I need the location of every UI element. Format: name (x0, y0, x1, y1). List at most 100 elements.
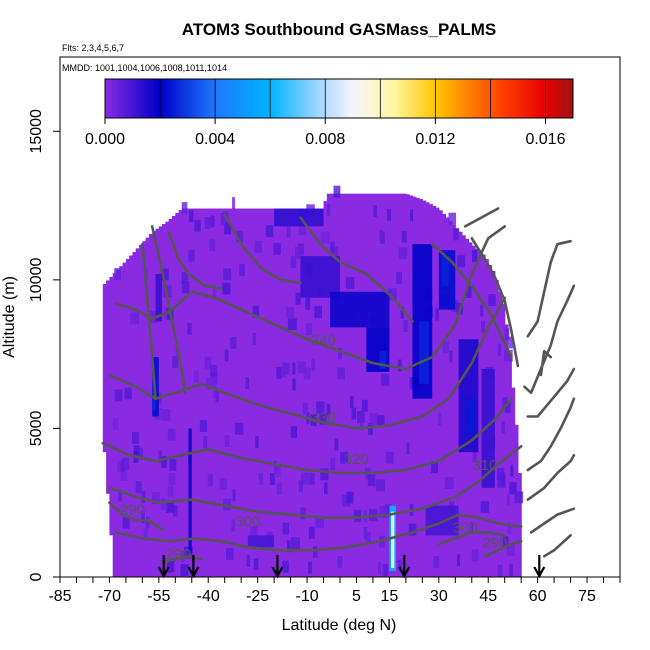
colorbar-segment (390, 79, 394, 118)
heatmap-cell (312, 545, 318, 558)
heatmap-cell (481, 320, 485, 333)
heatmap-cell (276, 366, 282, 379)
heatmap-cell (399, 193, 404, 577)
colorbar-tick-label: 0.004 (195, 131, 235, 148)
theta-contour-line (108, 501, 164, 531)
colorbar-segment (114, 79, 118, 118)
colorbar-segment (116, 79, 120, 118)
colorbar-segment (299, 79, 303, 118)
colorbar-segment (196, 79, 200, 118)
colorbar-segment (254, 79, 258, 118)
heatmap-cell (210, 215, 215, 228)
heatmap-cell (226, 547, 234, 560)
colorbar-segment (292, 79, 296, 118)
colorbar-segment (203, 79, 207, 118)
flight-arrow-head (533, 566, 546, 579)
y-tick-label: 5000 (28, 411, 45, 447)
heatmap-cell (333, 185, 341, 198)
heatmap-cell (292, 378, 296, 391)
heatmap-cell (295, 292, 301, 305)
heatmap-cell (330, 241, 335, 254)
colorbar-segment (406, 79, 410, 118)
colorbar-segment (186, 79, 190, 118)
heatmap-cell (158, 450, 162, 463)
colorbar-segment (374, 79, 377, 118)
heatmap-cell (392, 193, 397, 577)
colorbar-segment (247, 79, 251, 118)
heatmap-cell (118, 489, 122, 502)
heatmap-cell (239, 264, 246, 276)
heatmap-cell (208, 208, 213, 577)
heatmap-enhancement (330, 291, 390, 328)
heatmap-cell (400, 306, 404, 319)
colorbar-segment (250, 79, 253, 118)
heatmap-cell (119, 266, 124, 577)
heatmap-cell (292, 362, 296, 375)
theta-contour-line (167, 231, 223, 291)
heatmap-cell (286, 225, 291, 238)
colorbar-segment (163, 79, 167, 118)
colorbar-segment (327, 79, 331, 118)
heatmap-cell (120, 468, 128, 481)
colorbar-segment (151, 79, 155, 118)
heatmap-cell (502, 536, 509, 549)
heatmap-cell (175, 348, 180, 360)
heatmap-cell (305, 323, 312, 336)
colorbar-segment (133, 79, 136, 118)
heatmap-cell (203, 436, 208, 448)
heatmap-cell (385, 451, 394, 464)
colorbar-segment (301, 79, 305, 118)
colorbar-segment (544, 79, 548, 118)
heatmap-cell (112, 418, 119, 430)
heatmap-cell (386, 208, 392, 221)
colorbar-segment (147, 79, 150, 118)
heatmap-cell (102, 284, 107, 453)
heatmap-cell (510, 464, 514, 477)
colorbar-segment (416, 79, 420, 118)
x-tick-label: 75 (578, 588, 596, 605)
heatmap-cell (287, 208, 292, 577)
heatmap-cell (280, 208, 285, 577)
heatmap-cell (431, 461, 439, 474)
colorbar-segment (491, 79, 494, 118)
chart-title: ATOM3 Southbound GASMass_PALMS (182, 20, 497, 39)
colorbar-segment (537, 79, 541, 118)
colorbar-segment (502, 79, 506, 118)
heatmap-cell (224, 349, 229, 362)
heatmap-cell (300, 507, 307, 520)
heatmap-cell (172, 356, 179, 368)
colorbar-segment (516, 79, 520, 118)
colorbar-segment (512, 79, 515, 118)
heatmap-cell (340, 193, 344, 577)
x-axis-title: Latitude (deg N) (282, 617, 397, 634)
heatmap-cell (162, 223, 167, 577)
heatmap-cell (384, 504, 392, 517)
heatmap-cell (455, 228, 460, 577)
heatmap-cell (445, 217, 450, 577)
colorbar-segment (563, 79, 567, 118)
heatmap-cell (367, 474, 376, 487)
heatmap-cell (168, 473, 176, 485)
x-tick-label: 60 (529, 588, 547, 605)
heatmap-enhancement (300, 256, 340, 298)
heatmap-cell (244, 208, 249, 577)
heatmap-cell (204, 216, 210, 229)
heatmap-cell (172, 215, 176, 577)
heatmap-cell (320, 208, 325, 577)
colorbar-segment (149, 79, 153, 118)
heatmap-cell (517, 473, 522, 577)
colorbar-segment (128, 79, 132, 118)
flight-arrow (398, 555, 411, 579)
colorbar-tick-label: 0.016 (525, 131, 565, 148)
heatmap-cell (188, 208, 193, 577)
heatmap-cell (320, 468, 329, 481)
heatmap-cell (369, 413, 378, 426)
y-tick-label: 10000 (28, 258, 45, 303)
heatmap-cell (452, 224, 456, 577)
heatmap-cell (326, 204, 331, 217)
arrow-layer (157, 555, 546, 579)
colorbar-segment (477, 79, 480, 118)
heatmap-cell (267, 208, 272, 577)
x-tick-label: 30 (430, 588, 448, 605)
heatmap-cell (265, 225, 274, 238)
